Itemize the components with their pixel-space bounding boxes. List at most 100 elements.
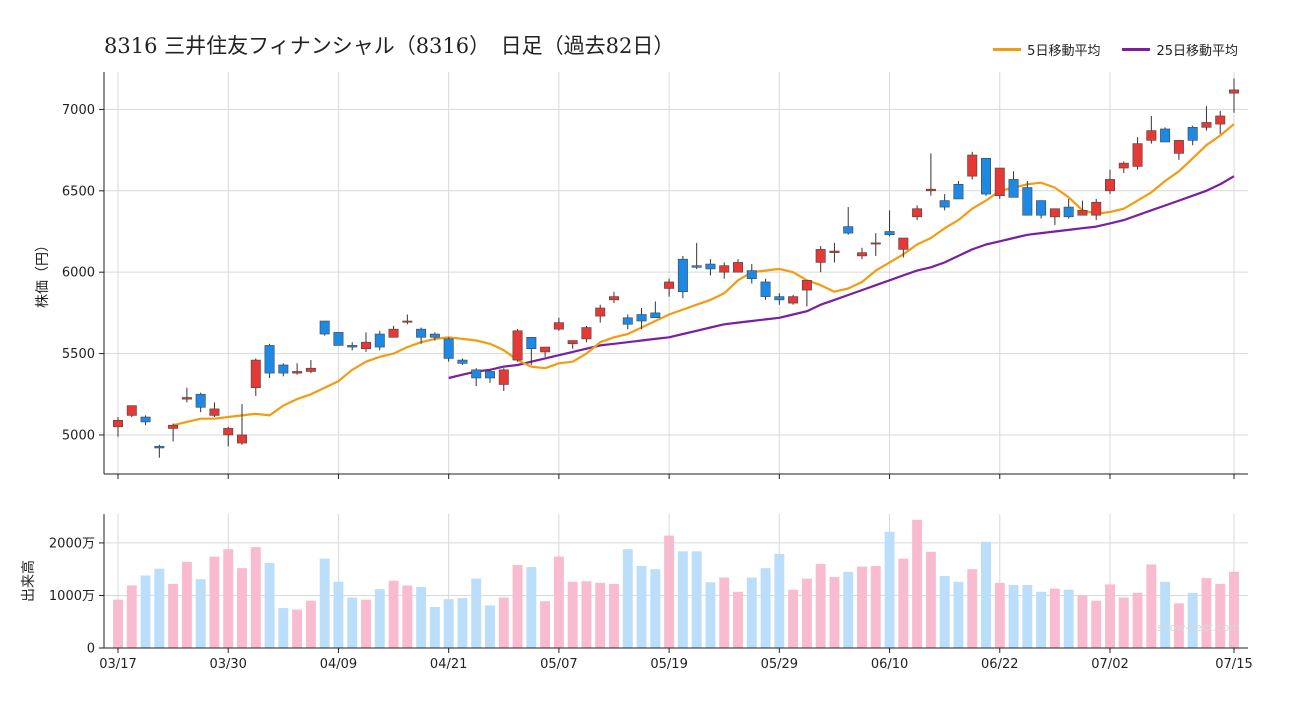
volume-bar [1229,571,1239,648]
candle-body [967,154,978,177]
volume-panel: 0 1000万 2000万 [49,514,1248,657]
candle-body [416,328,427,338]
volume-bar [553,556,564,648]
candle-body [237,434,247,444]
volume-bar [195,579,206,648]
candle-body [471,369,482,379]
volume-bar [691,551,702,648]
volume-bar [1077,595,1088,648]
watermark: show-zeet.com [1157,621,1240,634]
ma25-line [448,175,1235,380]
candle-body [912,208,923,218]
volume-bar [374,589,385,648]
candle-body [264,345,275,374]
candle-body [126,405,137,416]
volume-bar [857,566,867,648]
candle-body [1201,122,1212,128]
volume-bar [498,597,509,648]
candle-body [622,317,633,325]
candle-body [209,408,220,416]
volume-bar [788,589,799,648]
candle-body [815,249,826,263]
price-ytick-label: 6500 [62,184,95,199]
price-ytick-label: 7000 [62,103,95,118]
legend-label-ma5: 5日移動平均 [1027,44,1101,59]
volume-bar [1173,603,1184,648]
volume-bar [939,576,950,648]
volume-bar [760,568,771,648]
volume-bar [250,547,261,648]
candle-body [181,397,192,400]
volume-bar [1008,584,1019,648]
volume-bar [609,583,619,648]
volume-bar [333,581,344,648]
x-tick-label: 03/17 [99,657,136,672]
volume-bar [512,564,523,648]
candle-body [788,296,799,304]
volume-bar [1022,584,1033,648]
candle-body [250,359,261,389]
candle-body [361,341,371,349]
x-tick-label: 05/19 [650,657,687,672]
volume-bar [278,608,289,648]
candle-body [1105,179,1115,192]
candle-body [113,419,123,428]
volume-bar [1036,591,1047,648]
volume-bar [581,581,592,648]
volume-bar [168,583,179,648]
candle-body [705,263,716,270]
candle-body [154,446,165,449]
volume-bar [994,582,1005,648]
volume-bar [719,577,730,648]
volume-ytick-label: 1000万 [49,589,95,604]
volume-bar [953,581,964,648]
candle-body [388,328,399,338]
candle-body [540,346,551,353]
candle-body [333,332,344,346]
candle-body [526,336,537,349]
volume-bar [815,563,826,648]
candle-body [347,345,358,348]
volume-bar [126,585,137,648]
volume-bar [264,562,275,648]
volume-bar [361,599,371,648]
volume-bar [181,561,192,648]
legend-swatch-ma25 [1122,48,1151,51]
x-tick-label: 06/10 [871,657,908,672]
volume-bar [664,535,675,648]
x-tick-label: 04/21 [430,657,467,672]
candle-body [168,424,179,429]
candle-body [1118,162,1129,169]
candle-body [760,281,771,297]
candle-body [857,252,867,257]
chart-title: 8316 三井住友フィナンシャル（8316） 日足（過去82日） [104,34,675,58]
candle-body [1036,200,1047,216]
volume-bar [388,580,399,648]
candle-body [595,307,606,317]
volume-bar [1063,589,1074,648]
candle-body [1146,130,1157,141]
candle-body [677,258,688,293]
candle-body [994,167,1005,196]
candle-body [953,183,964,200]
candle-body [843,226,854,234]
candle-body [636,314,647,322]
volume-bar [774,553,785,648]
candle-body [278,364,289,374]
candle-body [485,371,495,379]
volume-bar [622,549,633,648]
candle-body [1091,201,1102,216]
candle-body [925,188,936,192]
price-ytick-label: 5000 [62,428,95,443]
volume-bar [416,587,427,648]
volume-bar [829,577,840,648]
candle-body [801,280,812,291]
volume-bar [981,541,991,648]
price-ytick-label: 5500 [62,347,95,362]
x-tick-label: 06/22 [981,657,1018,672]
volume-bar [1049,588,1060,648]
volume-bar [443,599,454,648]
x-tick-label: 04/09 [320,657,357,672]
volume-bar [154,568,165,648]
